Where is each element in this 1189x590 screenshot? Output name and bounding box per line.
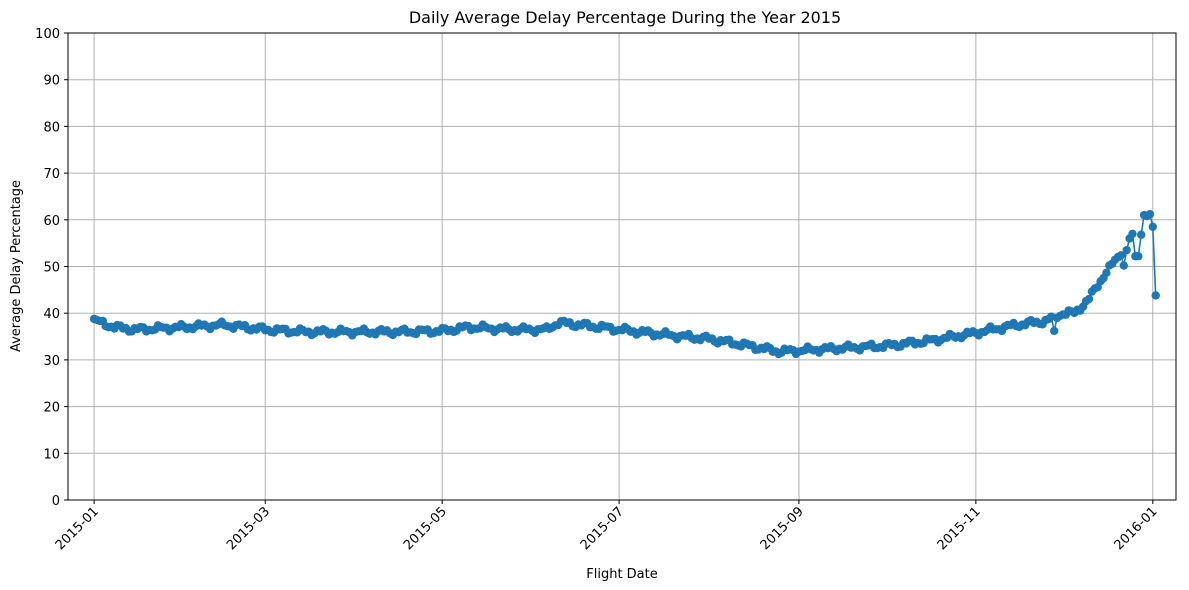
data-point — [1145, 210, 1155, 219]
y-tick-label: 60 — [43, 214, 60, 229]
data-point — [1122, 245, 1131, 255]
y-tick-label: 50 — [43, 261, 60, 276]
x-tick-label: 2015-05 — [401, 504, 450, 553]
y-tick-label: 0 — [52, 494, 60, 509]
x-axis: 2015-01 2015-03 2015-05 2015-07 2015-09 2015-… — [53, 500, 1161, 553]
y-axis: 0 10 20 30 40 50 60 70 80 90 100 — [35, 27, 68, 509]
x-tick-label: 2015-09 — [758, 504, 807, 553]
data-point — [1119, 261, 1128, 270]
y-tick-label: 100 — [35, 27, 60, 42]
data-point — [1134, 252, 1143, 261]
x-tick-label: 2015-07 — [578, 504, 627, 553]
chart-title: Daily Average Delay Percentage During th… — [409, 8, 841, 27]
data-point — [1151, 291, 1160, 300]
y-tick-label: 10 — [43, 447, 60, 462]
data-point — [1049, 326, 1059, 336]
y-tick-label: 40 — [43, 307, 60, 322]
series-layer — [89, 210, 1160, 359]
data-point — [1084, 294, 1094, 304]
y-tick-label: 90 — [43, 74, 60, 89]
data-point — [1136, 230, 1146, 239]
y-tick-label: 70 — [43, 167, 60, 182]
data-point — [1148, 222, 1158, 232]
y-axis-label: Average Delay Percentage — [9, 180, 24, 352]
data-point — [1102, 268, 1111, 278]
y-tick-label: 80 — [43, 120, 60, 135]
x-axis-label: Flight Date — [586, 567, 658, 582]
x-tick-label: 2015-03 — [224, 504, 273, 553]
y-tick-label: 30 — [43, 354, 60, 369]
data-point — [1116, 251, 1126, 260]
y-tick-label: 20 — [43, 401, 60, 416]
x-tick-label: 2015-01 — [53, 504, 102, 553]
x-tick-label: 2016-01 — [1112, 504, 1161, 553]
data-point — [1128, 229, 1137, 239]
x-tick-label: 2015-11 — [935, 504, 984, 553]
grid-layer — [68, 32, 1176, 501]
